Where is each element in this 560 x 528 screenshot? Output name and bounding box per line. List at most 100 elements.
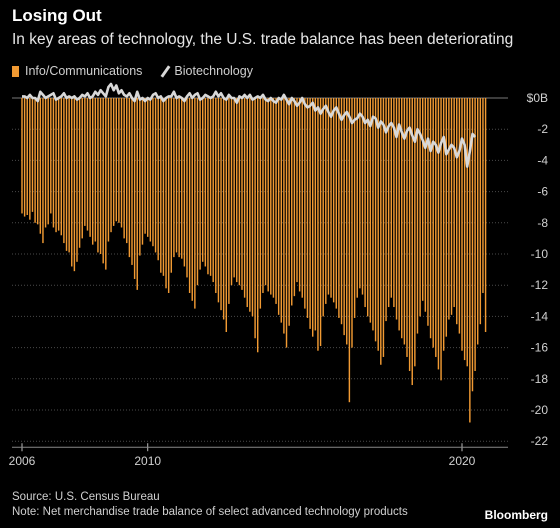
bar xyxy=(204,98,207,267)
bar xyxy=(34,98,36,223)
legend: Info/Communications Biotechnology xyxy=(12,64,253,78)
bar xyxy=(330,98,332,298)
bar xyxy=(47,98,49,225)
bar xyxy=(311,98,314,337)
bar xyxy=(435,98,437,357)
bar xyxy=(272,98,275,298)
bar xyxy=(353,98,356,318)
bar xyxy=(175,98,178,253)
bar xyxy=(120,98,123,228)
bar xyxy=(118,98,120,223)
bar xyxy=(327,98,330,295)
bar xyxy=(372,98,374,331)
x-tick-label: 2020 xyxy=(449,454,476,468)
bar xyxy=(291,98,293,306)
y-tick-label: -12 xyxy=(531,278,549,292)
bar xyxy=(207,98,209,275)
bar xyxy=(351,98,353,348)
bar xyxy=(340,98,343,325)
bar xyxy=(31,98,34,212)
bar xyxy=(304,98,306,309)
bar xyxy=(259,98,262,309)
bar xyxy=(458,98,461,334)
chart-title: Losing Out xyxy=(12,6,102,25)
bar xyxy=(348,98,351,403)
bar xyxy=(215,98,217,293)
x-axis: 2006 2010 2020 xyxy=(9,443,508,468)
bar xyxy=(144,98,146,234)
bar xyxy=(277,98,280,315)
bar xyxy=(238,98,241,286)
y-tick-label: -8 xyxy=(537,216,548,230)
bar xyxy=(50,98,52,214)
bar xyxy=(39,98,42,234)
bar xyxy=(65,98,68,251)
bar xyxy=(461,98,463,351)
bar xyxy=(170,98,173,273)
bar xyxy=(427,98,429,326)
bar xyxy=(424,98,427,312)
bar xyxy=(369,98,372,323)
bar xyxy=(63,98,65,244)
bar xyxy=(285,98,288,348)
bar xyxy=(390,98,393,298)
bar xyxy=(382,98,385,357)
bar xyxy=(366,98,369,317)
bar xyxy=(201,98,204,262)
bar xyxy=(146,98,149,237)
bar xyxy=(393,98,395,308)
legend-label-info: Info/Communications xyxy=(25,64,143,78)
bar xyxy=(21,98,23,214)
bar xyxy=(157,98,159,261)
bar xyxy=(298,98,301,292)
bar xyxy=(332,98,335,303)
bar xyxy=(128,98,131,258)
y-tick-label: $0B xyxy=(527,91,548,105)
bar xyxy=(230,98,233,286)
bar xyxy=(416,98,419,334)
x-tick-label: 2010 xyxy=(134,454,161,468)
bar xyxy=(233,98,235,278)
bar xyxy=(241,98,243,290)
bar xyxy=(81,98,83,239)
bar xyxy=(448,98,450,320)
bar xyxy=(301,98,303,298)
bar xyxy=(243,98,246,298)
bar xyxy=(262,98,264,293)
bar xyxy=(26,98,28,215)
bar xyxy=(89,98,91,237)
chart-subtitle: In key areas of technology, the U.S. tra… xyxy=(12,31,514,48)
bar xyxy=(419,98,421,317)
bar xyxy=(57,98,60,231)
bar xyxy=(29,98,31,220)
bar xyxy=(236,98,238,283)
bar xyxy=(194,98,196,309)
bar xyxy=(267,98,269,292)
bar xyxy=(139,98,141,256)
bar xyxy=(322,98,324,317)
bar xyxy=(482,98,484,293)
bar xyxy=(450,98,453,315)
bar xyxy=(474,98,476,371)
footnote: Note: Net merchandise trade balance of s… xyxy=(12,506,408,518)
bar xyxy=(220,98,222,311)
y-tick-label: -6 xyxy=(537,185,548,199)
bar xyxy=(99,98,102,254)
bar xyxy=(414,98,416,367)
bar xyxy=(293,98,296,297)
bar xyxy=(484,98,487,332)
y-tick-label: -20 xyxy=(531,403,549,417)
bar xyxy=(406,98,408,357)
x-tick-label: 2006 xyxy=(9,454,36,468)
bar xyxy=(71,98,73,267)
bar xyxy=(115,98,118,222)
bar xyxy=(314,98,317,331)
bar xyxy=(403,98,406,345)
bar xyxy=(160,98,162,273)
bar xyxy=(209,98,212,276)
bar xyxy=(251,98,254,317)
bar xyxy=(110,98,112,233)
bar xyxy=(102,98,104,264)
bar xyxy=(437,98,440,370)
